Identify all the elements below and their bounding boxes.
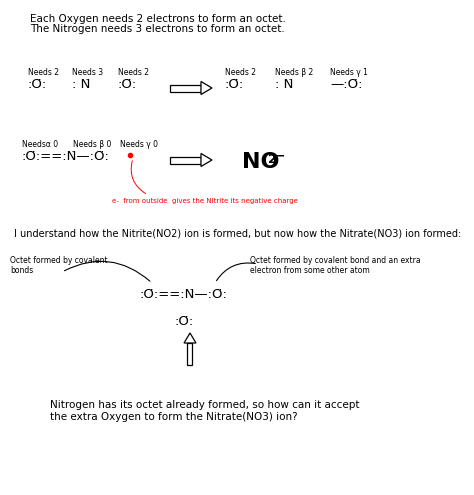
Text: :Ö:: :Ö: [118, 78, 137, 91]
Text: Octet formed by covalent bond and an extra
electron from some other atom: Octet formed by covalent bond and an ext… [250, 256, 420, 275]
Text: Needs 2: Needs 2 [225, 68, 256, 77]
Text: Needs β 2: Needs β 2 [275, 68, 313, 77]
Bar [170, 156, 201, 163]
Text: 2: 2 [268, 153, 277, 166]
Polygon shape [201, 82, 212, 95]
Text: :Ö:==:Ṅ—:Ö:: :Ö:==:Ṅ—:Ö: [22, 150, 110, 163]
Text: Nitrogen has its octet already formed, so how can it accept: Nitrogen has its octet already formed, s… [50, 400, 359, 410]
Text: :Ö:: :Ö: [225, 78, 244, 91]
Text: e-  from outside  gives the Nitrite its negative charge: e- from outside gives the Nitrite its ne… [112, 198, 298, 204]
Text: Needs 3: Needs 3 [72, 68, 103, 77]
Text: : Ṅ: : Ṅ [275, 78, 293, 91]
Text: Needs 2: Needs 2 [118, 68, 149, 77]
Text: NO: NO [242, 152, 280, 172]
Text: —:Ö:: —:Ö: [330, 78, 363, 91]
Text: :Ö:: :Ö: [175, 315, 194, 328]
Polygon shape [184, 333, 196, 343]
Text: Needs 2: Needs 2 [28, 68, 59, 77]
Text: Needsα 0: Needsα 0 [22, 140, 58, 149]
Text: The Nitrogen needs 3 electrons to form an octet.: The Nitrogen needs 3 electrons to form a… [30, 24, 285, 34]
Text: the extra Oxygen to form the Nitrate(NO3) ion?: the extra Oxygen to form the Nitrate(NO3… [50, 412, 298, 422]
Text: −: − [275, 149, 285, 162]
Polygon shape [201, 153, 212, 166]
Text: Each Oxygen needs 2 electrons to form an octet.: Each Oxygen needs 2 electrons to form an… [30, 14, 286, 24]
Text: :Ö:: :Ö: [28, 78, 47, 91]
Text: I understand how the Nitrite(NO2) ion is formed, but now how the Nitrate(NO3) io: I understand how the Nitrite(NO2) ion is… [14, 228, 461, 238]
Text: Octet formed by covalent
bonds: Octet formed by covalent bonds [10, 256, 108, 275]
Text: :Ö:==:Ṅ—:Ö:: :Ö:==:Ṅ—:Ö: [140, 288, 228, 301]
Text: Needs γ 0: Needs γ 0 [120, 140, 158, 149]
Text: Needs γ 1: Needs γ 1 [330, 68, 368, 77]
Text: Needs β 0: Needs β 0 [73, 140, 111, 149]
Bar [188, 343, 192, 365]
Bar [170, 85, 201, 92]
Text: : Ṅ: : Ṅ [72, 78, 91, 91]
